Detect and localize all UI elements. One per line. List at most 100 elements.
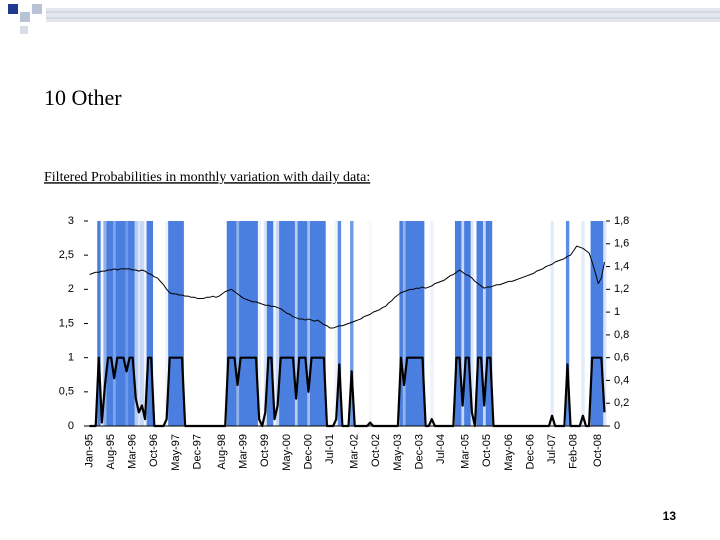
regime-band — [417, 221, 422, 426]
x-tick-label: Oct-02 — [370, 434, 382, 467]
regime-band — [337, 221, 342, 426]
regime-band — [100, 221, 104, 426]
x-tick-label: Jul-04 — [435, 434, 447, 464]
regime-band — [245, 221, 249, 426]
regime-band — [134, 221, 138, 426]
regime-band — [115, 221, 120, 426]
page-number: 13 — [663, 509, 677, 523]
x-tick-label: Mar-99 — [238, 434, 250, 469]
regime-band — [248, 221, 252, 426]
y2-tick-label: 0,8 — [614, 329, 629, 341]
regime-band — [236, 221, 240, 426]
regime-band — [319, 221, 323, 426]
regime-band — [214, 221, 217, 426]
regime-band — [368, 221, 372, 426]
regime-band — [470, 221, 474, 426]
regime-band — [390, 221, 393, 426]
regime-band — [322, 221, 326, 426]
regime-band — [211, 221, 214, 426]
regime-band — [436, 221, 439, 426]
regime-band — [159, 221, 162, 426]
regime-band — [578, 221, 581, 426]
regime-band — [310, 221, 314, 426]
regime-band — [526, 221, 529, 426]
regime-band — [118, 221, 123, 426]
regime-band — [590, 221, 594, 426]
regime-band — [446, 221, 449, 426]
regime-band — [498, 221, 501, 426]
regime-band — [263, 221, 268, 426]
chart: 0 0,5 1 1,5 2 2,5 3 0 0,2 0,4 0,6 0,8 1 1,2 1,4 1,6 1,8 J… — [59, 215, 630, 471]
x-tick-label: Dec-00 — [302, 434, 314, 469]
regime-band — [269, 221, 274, 426]
regime-band — [103, 221, 107, 426]
regime-band — [344, 221, 347, 426]
x-tick-label: Dec-03 — [413, 434, 425, 469]
regime-band — [427, 221, 430, 426]
regime-band — [402, 221, 406, 426]
regime-band — [443, 221, 446, 426]
y2-tick-label: 0 — [614, 420, 620, 432]
y-tick-label: 1,5 — [59, 317, 74, 329]
regime-band — [356, 221, 359, 426]
regime-band — [378, 221, 381, 426]
y-tick-label: 3 — [68, 215, 74, 227]
regime-band — [226, 221, 231, 426]
y2-tick-label: 1,4 — [614, 260, 629, 272]
deco-square — [32, 4, 42, 14]
x-tick-label: Dec-97 — [191, 434, 203, 469]
regime-band — [187, 221, 190, 426]
regime-band — [541, 221, 544, 426]
regime-band — [196, 221, 199, 426]
regime-band — [316, 221, 320, 426]
regime-band — [454, 221, 459, 426]
regime-band — [121, 221, 126, 426]
regime-band — [239, 221, 243, 426]
regime-band — [393, 221, 396, 426]
regime-band — [190, 221, 193, 426]
regime-band — [202, 221, 205, 426]
regime-band — [137, 221, 141, 426]
regime-band — [405, 221, 409, 426]
x-tick-label: Oct-96 — [148, 434, 160, 467]
y2-tick-label: 1,8 — [614, 215, 629, 227]
regime-band — [381, 221, 384, 426]
regime-band — [279, 221, 283, 426]
regime-band — [464, 221, 468, 426]
regime-band — [273, 221, 277, 426]
regime-band — [495, 221, 498, 426]
regime-band — [313, 221, 317, 426]
regime-band — [602, 221, 607, 426]
regime-band — [199, 221, 202, 426]
caption: Filtered Probabilities in monthly variat… — [44, 170, 370, 185]
regime-band — [300, 221, 305, 426]
regime-band — [291, 221, 295, 426]
regime-band — [106, 221, 110, 426]
y2-tick-label: 1,2 — [614, 283, 629, 295]
regime-band — [440, 221, 443, 426]
regime-band — [411, 221, 416, 426]
regime-band — [205, 221, 208, 426]
y-tick-label: 0,5 — [59, 386, 74, 398]
x-tick-label: Jul-01 — [324, 434, 336, 464]
regime-band — [560, 221, 563, 426]
regime-band — [112, 221, 117, 426]
regime-band — [261, 221, 264, 426]
regime-band — [146, 221, 150, 426]
regime-band — [362, 221, 365, 426]
regime-band — [254, 221, 258, 426]
regime-band — [221, 221, 224, 426]
regime-band — [375, 221, 378, 426]
regime-band — [282, 221, 286, 426]
deco-square — [20, 12, 30, 22]
regime-band — [208, 221, 211, 426]
regime-band — [359, 221, 362, 426]
regime-band — [193, 221, 196, 426]
y2-tick-label: 0,4 — [614, 374, 629, 386]
regime-band — [97, 221, 101, 426]
regime-band — [140, 221, 144, 426]
regime-band — [538, 221, 541, 426]
probability-line — [89, 356, 606, 428]
y2-tick-label: 0,2 — [614, 397, 629, 409]
